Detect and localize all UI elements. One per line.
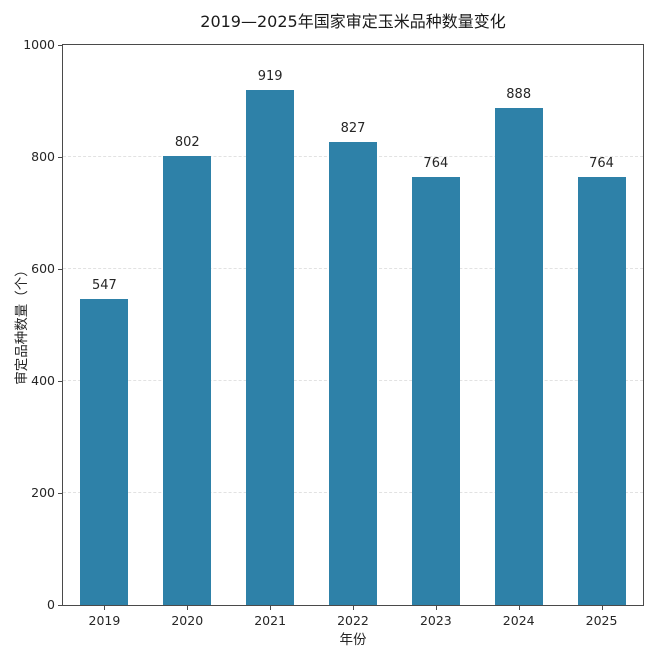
y-tick-mark bbox=[58, 269, 63, 270]
bar-2024 bbox=[494, 107, 543, 605]
bar-2021 bbox=[246, 90, 295, 605]
chart-title: 2019—2025年国家审定玉米品种数量变化 bbox=[200, 12, 506, 31]
x-tick-label-2021: 2021 bbox=[254, 613, 287, 628]
bar-2019 bbox=[80, 298, 129, 605]
bar-2023 bbox=[411, 177, 460, 605]
x-tick-mark bbox=[601, 605, 603, 610]
x-axis-label: 年份 bbox=[339, 632, 367, 648]
bar-2022 bbox=[329, 141, 377, 605]
bar-2020 bbox=[163, 155, 212, 605]
y-tick-label-600: 600 bbox=[31, 261, 55, 276]
y-tick-label-400: 400 bbox=[31, 373, 55, 388]
x-tick-label-2022: 2022 bbox=[337, 613, 369, 628]
x-tick-label-2023: 2023 bbox=[419, 613, 452, 628]
bar-value-label: 802 bbox=[174, 134, 200, 150]
x-tick-mark bbox=[104, 605, 106, 610]
bar-value-label: 827 bbox=[340, 120, 366, 136]
x-tick-label-2020: 2020 bbox=[171, 613, 204, 628]
y-tick-mark bbox=[58, 381, 63, 382]
x-tick-mark bbox=[270, 605, 272, 610]
bar-value-label: 764 bbox=[589, 156, 614, 172]
y-tick-label-800: 800 bbox=[31, 149, 55, 164]
bar-value-label: 888 bbox=[506, 86, 532, 102]
y-tick-mark bbox=[58, 45, 63, 46]
x-tick-mark bbox=[435, 605, 437, 610]
bar-value-label: 764 bbox=[423, 156, 449, 172]
bar-value-label: 547 bbox=[92, 277, 117, 293]
bar-value-label: 919 bbox=[257, 69, 283, 85]
y-tick-label-1000: 1000 bbox=[23, 37, 55, 52]
x-tick-label-2025: 2025 bbox=[585, 613, 618, 628]
y-tick-mark bbox=[58, 493, 63, 494]
x-tick-mark bbox=[518, 605, 520, 610]
bar-2025 bbox=[577, 177, 626, 605]
y-tick-mark bbox=[58, 157, 63, 158]
plot-area: 0 200 400 600 800 1000 547 2019 802 2020 919 2021 82… bbox=[23, 37, 644, 628]
y-axis-label: 审定品种数量（个） bbox=[14, 263, 30, 385]
x-tick-mark bbox=[353, 605, 354, 610]
y-tick-mark bbox=[58, 605, 63, 606]
y-tick-label-0: 0 bbox=[47, 597, 55, 612]
x-tick-label-2024: 2024 bbox=[502, 613, 535, 628]
x-tick-mark bbox=[187, 605, 189, 610]
x-tick-label-2019: 2019 bbox=[88, 613, 121, 628]
y-tick-label-200: 200 bbox=[31, 485, 55, 500]
